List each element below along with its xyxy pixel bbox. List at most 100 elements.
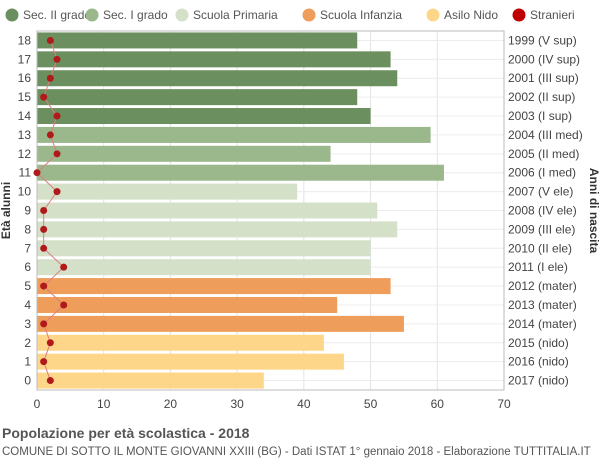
stranieri-point — [60, 301, 68, 309]
year-tick-label: 2014 (mater) — [508, 317, 577, 331]
legend-label: Sec. II grado — [23, 8, 91, 22]
y-axis-title-right: Anni di nascita — [587, 168, 600, 254]
stranieri-point — [40, 207, 48, 214]
bar — [37, 89, 358, 106]
age-tick-label: 5 — [24, 279, 31, 293]
x-tick-label: 40 — [297, 397, 311, 411]
x-tick-label: 50 — [364, 397, 378, 411]
stranieri-point — [46, 339, 54, 347]
bar — [37, 145, 331, 162]
year-tick-label: 2004 (III med) — [508, 128, 583, 142]
bar — [37, 70, 398, 87]
year-tick-label: 2016 (nido) — [508, 355, 569, 369]
x-tick-label: 0 — [34, 397, 41, 411]
stranieri-point — [40, 320, 48, 328]
y-axis-title-left: Età alunni — [0, 182, 13, 239]
stranieri-point — [40, 244, 48, 252]
year-tick-label: 2006 (I med) — [508, 166, 576, 180]
age-tick-label: 4 — [24, 298, 31, 312]
age-tick-label: 12 — [18, 147, 32, 161]
bar — [37, 353, 344, 370]
year-tick-label: 2003 (I sup) — [508, 109, 572, 123]
stranieri-point — [46, 36, 54, 44]
year-tick-label: 2017 (nido) — [508, 374, 569, 388]
age-tick-label: 1 — [24, 355, 31, 369]
age-tick-label: 9 — [24, 204, 31, 218]
age-tick-label: 16 — [18, 71, 32, 85]
x-tick-label: 10 — [97, 397, 111, 411]
age-tick-label: 14 — [18, 109, 32, 123]
year-tick-label: 2012 (mater) — [508, 279, 577, 293]
stranieri-point — [53, 55, 61, 63]
bar — [37, 334, 324, 351]
stranieri-point — [46, 377, 54, 385]
stranieri-point — [46, 74, 54, 82]
age-tick-label: 0 — [24, 374, 31, 388]
age-tick-label: 17 — [18, 52, 32, 66]
stranieri-point — [40, 225, 48, 233]
age-tick-label: 18 — [18, 33, 32, 47]
bar — [37, 372, 264, 389]
x-tick-label: 30 — [230, 397, 244, 411]
bar — [37, 240, 371, 257]
age-tick-label: 6 — [24, 260, 31, 274]
year-tick-label: 1999 (V sup) — [508, 33, 577, 47]
year-tick-label: 2005 (II med) — [508, 147, 579, 161]
bar — [37, 108, 371, 125]
bar — [37, 278, 391, 295]
stranieri-point — [53, 112, 61, 120]
chart-title: Popolazione per età scolastica - 2018 — [2, 425, 250, 441]
legend-swatch — [5, 8, 19, 22]
bar — [37, 164, 444, 181]
year-tick-label: 2008 (IV ele) — [508, 204, 577, 218]
x-tick-label: 20 — [164, 397, 178, 411]
bar — [37, 51, 391, 68]
year-tick-label: 2007 (V ele) — [508, 185, 573, 199]
stranieri-point — [33, 169, 41, 177]
stranieri-point — [53, 150, 61, 158]
bar — [37, 315, 404, 332]
bar — [37, 202, 378, 219]
year-tick-label: 2000 (IV sup) — [508, 52, 580, 66]
year-tick-label: 2013 (mater) — [508, 298, 577, 312]
stranieri-point — [40, 282, 48, 290]
age-tick-label: 10 — [18, 185, 32, 199]
age-tick-label: 7 — [24, 241, 31, 255]
year-tick-label: 2001 (III sup) — [508, 71, 579, 85]
year-tick-label: 2009 (III ele) — [508, 222, 575, 236]
legend-label: Stranieri — [530, 8, 575, 22]
legend-swatch — [302, 8, 316, 22]
legend-swatch — [426, 8, 440, 22]
legend-swatch — [512, 8, 526, 22]
bar — [37, 126, 431, 143]
bar — [37, 296, 338, 313]
age-tick-label: 8 — [24, 222, 31, 236]
chart-subtitle: COMUNE DI SOTTO IL MONTE GIOVANNI XXIII … — [2, 446, 591, 458]
stranieri-point — [53, 188, 61, 196]
plot-frame — [36, 30, 505, 391]
x-tick-label: 60 — [431, 397, 445, 411]
bar — [37, 221, 398, 238]
bar — [37, 183, 298, 200]
age-tick-label: 3 — [24, 317, 31, 331]
age-tick-label: 11 — [19, 166, 32, 180]
age-tick-label: 15 — [18, 90, 32, 104]
stranieri-point — [40, 358, 48, 366]
legend-label: Sec. I grado — [103, 8, 168, 22]
age-tick-label: 2 — [24, 336, 31, 350]
legend-label: Asilo Nido — [444, 8, 498, 22]
year-tick-label: 2015 (nido) — [508, 336, 569, 350]
year-tick-label: 2002 (II sup) — [508, 90, 575, 104]
x-tick-label: 70 — [497, 397, 511, 411]
year-tick-label: 2011 (I ele) — [508, 260, 568, 274]
stranieri-point — [46, 131, 54, 139]
legend-swatch — [175, 8, 189, 22]
age-tick-label: 13 — [18, 128, 32, 142]
bar — [37, 259, 371, 276]
year-tick-label: 2010 (II ele) — [508, 241, 572, 255]
bar — [37, 32, 358, 49]
stranieri-point — [40, 93, 48, 101]
legend-swatch — [85, 8, 99, 22]
